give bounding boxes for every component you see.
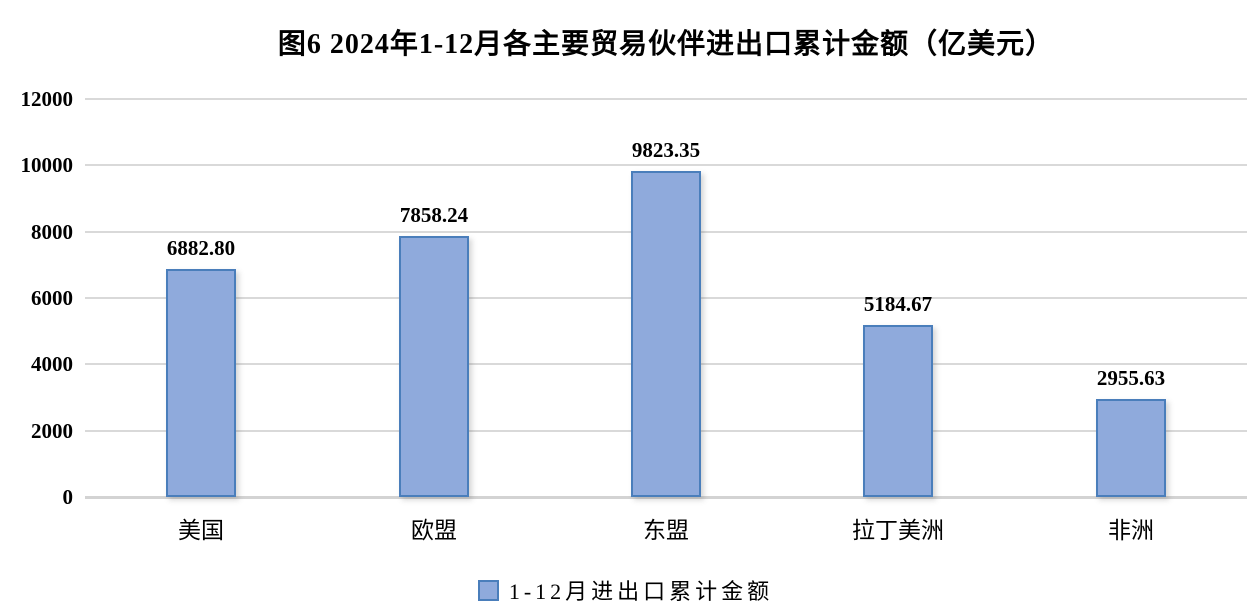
x-axis-category-label: 拉丁美洲 bbox=[852, 518, 944, 543]
y-axis-tick-label: 4000 bbox=[31, 352, 73, 377]
bar-2 bbox=[631, 171, 701, 497]
bar-data-label: 9823.35 bbox=[631, 138, 701, 162]
y-axis-tick-label: 8000 bbox=[31, 219, 73, 244]
bar-data-label: 7858.24 bbox=[399, 203, 469, 227]
gridline bbox=[85, 164, 1247, 167]
bar-data-label: 2955.63 bbox=[1096, 366, 1166, 390]
legend-label: 1-12月进出口累计金额 bbox=[508, 579, 774, 604]
legend: 1-12月进出口累计金额 bbox=[0, 574, 1251, 606]
x-axis-line bbox=[85, 496, 1247, 499]
x-axis-category-label: 美国 bbox=[178, 518, 224, 543]
legend-swatch-icon bbox=[477, 579, 499, 601]
bar-4 bbox=[1096, 399, 1166, 497]
x-axis-category-label: 东盟 bbox=[643, 518, 689, 543]
y-axis-tick-label: 10000 bbox=[20, 153, 74, 178]
bar-1 bbox=[399, 236, 469, 497]
y-axis-tick-label: 12000 bbox=[20, 87, 74, 111]
y-axis-tick-label: 0 bbox=[62, 485, 74, 509]
chart-title: 图6 2024年1-12月各主要贸易伙伴进出口累计金额（亿美元） bbox=[277, 29, 1055, 60]
bar-0 bbox=[166, 269, 236, 497]
x-axis-category-label: 欧盟 bbox=[411, 518, 457, 543]
x-axis-category-label: 非洲 bbox=[1108, 518, 1154, 543]
y-axis-tick-label: 2000 bbox=[31, 418, 73, 443]
gridline bbox=[85, 98, 1247, 100]
bar-data-label: 5184.67 bbox=[863, 292, 933, 316]
bar-data-label: 6882.80 bbox=[166, 236, 236, 260]
plot-area: 0 2000 4000 6000 8000 10000 12000 6882.80 美国 7858… bbox=[21, 87, 1247, 543]
bar-3 bbox=[863, 325, 933, 497]
y-axis-tick-label: 6000 bbox=[31, 286, 73, 310]
